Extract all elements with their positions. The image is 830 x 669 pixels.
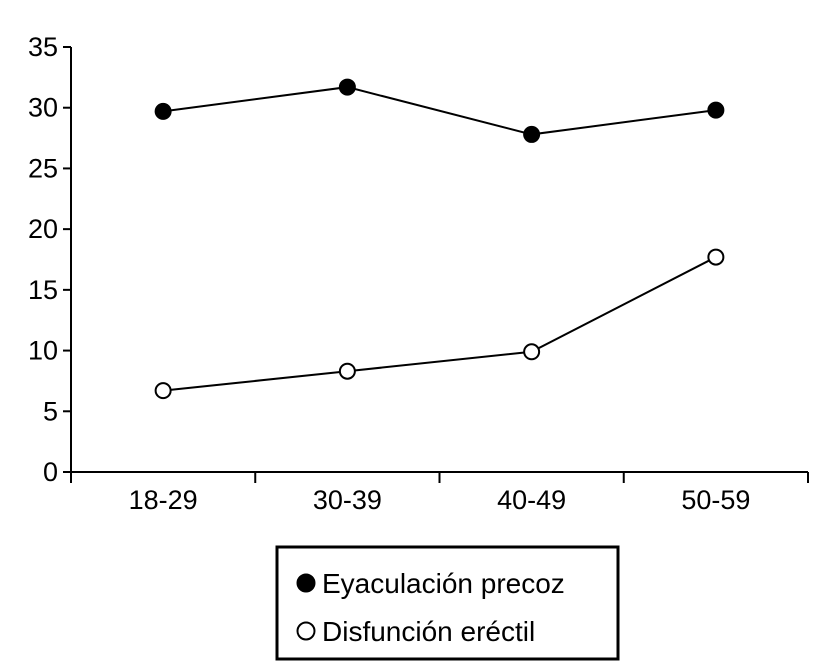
legend: Eyaculación precoz Disfunción eréctil	[275, 545, 620, 661]
data-point	[154, 102, 172, 120]
y-tick-label: 25	[28, 153, 58, 183]
plot-area	[154, 78, 725, 400]
data-point	[523, 125, 541, 143]
data-point	[707, 248, 725, 266]
x-tick-label: 30-39	[313, 485, 382, 515]
data-point	[338, 78, 356, 96]
y-tick-label: 15	[28, 275, 58, 305]
series-line	[162, 86, 717, 136]
legend-marker	[296, 621, 316, 641]
legend-label: Disfunción eréctil	[322, 616, 535, 647]
data-point	[154, 382, 172, 400]
series-line	[163, 256, 717, 392]
data-point	[338, 362, 356, 380]
data-point	[707, 101, 725, 119]
legend-marker	[296, 573, 316, 593]
legend-label: Eyaculación precoz	[322, 568, 565, 599]
y-tick-label: 30	[28, 93, 58, 123]
series-1	[154, 78, 725, 143]
legend-box	[275, 545, 620, 661]
x-tick-label: 40-49	[497, 485, 566, 515]
y-tick-label: 20	[28, 214, 58, 244]
series-2	[154, 248, 725, 400]
y-tick-label: 10	[28, 336, 58, 366]
data-point	[523, 343, 541, 361]
x-tick-label: 50-59	[681, 485, 750, 515]
y-tick-label: 35	[28, 32, 58, 62]
x-axis: 18-29 30-39 40-49 50-59	[70, 471, 809, 515]
y-tick-label: 0	[43, 457, 58, 487]
y-tick-label: 5	[43, 396, 58, 426]
x-tick-label: 18-29	[129, 485, 198, 515]
y-axis: 0 5 10 15 20 25 30 35	[28, 32, 72, 487]
